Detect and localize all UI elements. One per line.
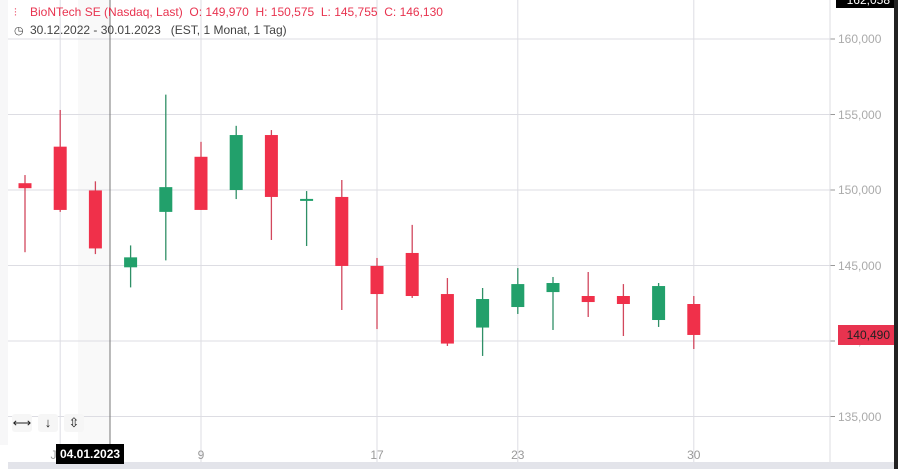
x-tick-label: 30 [687,448,701,462]
left-margin [0,0,8,445]
y-tick-label: 150,000 [838,183,882,197]
x-tick-label: 23 [511,448,525,462]
candle-body[interactable] [88,190,102,249]
candle-body[interactable] [124,257,138,268]
y-tick-label: 155,000 [838,107,882,122]
candle-body[interactable] [370,265,384,295]
candle-body[interactable] [652,286,666,321]
legend-row-instrument: ⫶ BioNTech SE (Nasdaq, Last) O: 149,970 H… [14,4,443,22]
date-range: 30.12.2022 - 30.01.2023 [30,23,161,37]
candlestick-icon: ⫶ [14,7,17,19]
candle-body[interactable] [405,252,419,297]
candle-body[interactable] [546,283,560,293]
last-price-tag: 140,490 [838,325,894,345]
chart-legend: ⫶ BioNTech SE (Nasdaq, Last) O: 149,970 H… [14,4,443,40]
candle-body[interactable] [440,294,454,344]
candle-body[interactable] [581,296,595,303]
candle-body[interactable] [264,135,278,197]
candle-body[interactable] [159,187,173,212]
x-tick-label: 17 [370,448,384,462]
chart-toolbar: ⟷ ↓ ⇳ [12,414,84,432]
legend-row-range: ◷ 30.12.2022 - 30.01.2023 (EST, 1 Monat, … [14,22,443,40]
candle-body[interactable] [476,299,490,328]
y-tick-label: 135,000 [838,409,882,424]
scroll-down-icon[interactable]: ↓ [38,414,58,432]
ohlc-values: O: 149,970 H: 150,575 L: 145,755 C: 146,… [189,5,443,19]
top-price-tag: 162,058 [836,0,894,8]
candle-body[interactable] [687,304,701,335]
candle-body[interactable] [53,146,67,210]
expand-horizontal-icon[interactable]: ⟷ [12,414,32,432]
range-meta: (EST, 1 Monat, 1 Tag) [170,23,287,37]
candle-body[interactable] [229,135,243,190]
clock-icon: ◷ [14,25,24,37]
right-edge [894,0,898,469]
x-tick-label: 9 [197,448,205,462]
expand-vertical-icon[interactable]: ⇳ [64,414,84,432]
instrument-name: BioNTech SE (Nasdaq, Last) [30,5,183,19]
x-axis-band [8,462,896,469]
candle-body[interactable] [511,284,525,308]
candle-body[interactable] [194,156,208,210]
candle-body[interactable] [18,183,32,189]
candle-body[interactable] [616,296,630,305]
y-tick-label: 160,000 [838,32,882,46]
y-tick-label: 145,000 [838,258,882,273]
candle-body[interactable] [335,196,349,266]
crosshair-date-label: 04.01.2023 [56,444,125,464]
candle-body[interactable] [300,198,314,201]
